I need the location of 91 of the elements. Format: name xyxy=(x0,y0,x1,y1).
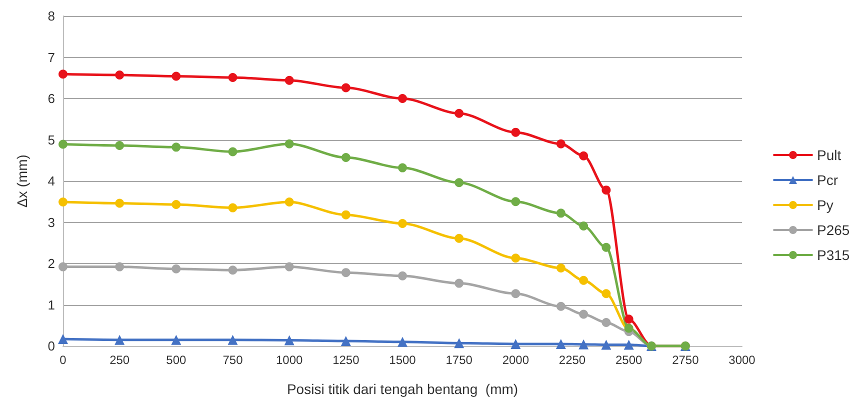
x-tick-label: 1000 xyxy=(276,353,304,367)
y-tick-label: 1 xyxy=(48,297,55,312)
legend-label: P315 xyxy=(817,247,850,263)
point xyxy=(228,72,238,82)
x-axis-title: Posisi titik dari tengah bentang (mm) xyxy=(286,381,518,397)
y-tick-label: 3 xyxy=(48,214,55,230)
point xyxy=(284,76,294,85)
point xyxy=(115,198,124,208)
point xyxy=(340,336,351,346)
point xyxy=(579,221,588,230)
legend-label: P265 xyxy=(817,222,850,238)
point xyxy=(228,334,238,345)
point xyxy=(228,147,238,156)
y-tick-label: 7 xyxy=(48,50,55,65)
point xyxy=(284,262,294,272)
point xyxy=(398,336,408,347)
point xyxy=(284,139,294,148)
point xyxy=(228,266,238,275)
point xyxy=(341,268,350,278)
point xyxy=(454,108,464,118)
point xyxy=(284,335,294,346)
point xyxy=(172,200,181,210)
point xyxy=(511,254,520,263)
point xyxy=(454,234,464,243)
x-tick-label: 750 xyxy=(222,353,244,367)
point xyxy=(511,128,520,137)
x-tick-label: 2000 xyxy=(502,353,530,367)
point xyxy=(579,276,588,285)
point xyxy=(454,338,464,348)
y-tick-label: 5 xyxy=(48,132,55,148)
x-tick-label: 3000 xyxy=(728,353,756,367)
point xyxy=(341,83,350,92)
point xyxy=(556,302,566,311)
point xyxy=(115,70,124,80)
point xyxy=(579,151,588,160)
y-tick-label: 6 xyxy=(48,91,55,106)
y-tick-label: 2 xyxy=(48,256,55,271)
point xyxy=(398,94,407,103)
legend-label: Py xyxy=(817,197,834,213)
point xyxy=(602,318,611,327)
point xyxy=(171,334,182,345)
point xyxy=(58,334,68,344)
point xyxy=(602,289,611,298)
point xyxy=(341,152,350,162)
legend-label: Pult xyxy=(817,147,842,163)
point xyxy=(341,210,350,220)
point xyxy=(511,289,520,298)
point xyxy=(454,278,464,288)
point xyxy=(58,198,68,207)
point xyxy=(556,139,566,148)
point xyxy=(115,262,124,272)
x-tick-label: 2250 xyxy=(558,353,586,367)
point xyxy=(556,338,566,349)
x-tick-label: 1250 xyxy=(332,353,360,367)
point xyxy=(624,340,634,350)
x-tick-label: 250 xyxy=(110,353,130,367)
point xyxy=(578,339,589,350)
y-tick-label: 4 xyxy=(48,174,55,188)
point xyxy=(398,218,407,228)
point xyxy=(172,72,181,81)
point xyxy=(115,141,124,150)
point xyxy=(454,178,464,188)
point xyxy=(398,163,407,172)
x-tick-label: 1750 xyxy=(446,353,473,367)
x-tick-label: 2500 xyxy=(615,353,643,367)
point xyxy=(58,70,68,79)
y-tick-label: 8 xyxy=(48,8,55,24)
point xyxy=(601,340,612,350)
y-axis-title: Δx (mm) xyxy=(14,154,30,208)
point xyxy=(556,208,566,218)
x-tick-label: 2750 xyxy=(672,353,700,367)
point xyxy=(579,310,588,319)
point xyxy=(510,338,521,349)
point xyxy=(58,262,68,272)
point xyxy=(58,140,68,149)
point xyxy=(602,186,611,195)
point xyxy=(624,314,634,324)
point xyxy=(228,203,238,212)
x-tick-label: 500 xyxy=(166,353,186,367)
y-tick-label: 0 xyxy=(48,338,55,354)
point xyxy=(511,197,520,206)
point xyxy=(398,271,407,280)
point xyxy=(114,334,125,345)
point xyxy=(172,264,181,274)
point xyxy=(556,264,566,273)
point xyxy=(172,142,181,152)
x-tick-label: 1500 xyxy=(389,353,416,367)
point xyxy=(602,242,611,252)
x-tick-label: 0 xyxy=(60,353,67,367)
legend-label: Pcr xyxy=(817,172,838,188)
point xyxy=(284,198,294,207)
